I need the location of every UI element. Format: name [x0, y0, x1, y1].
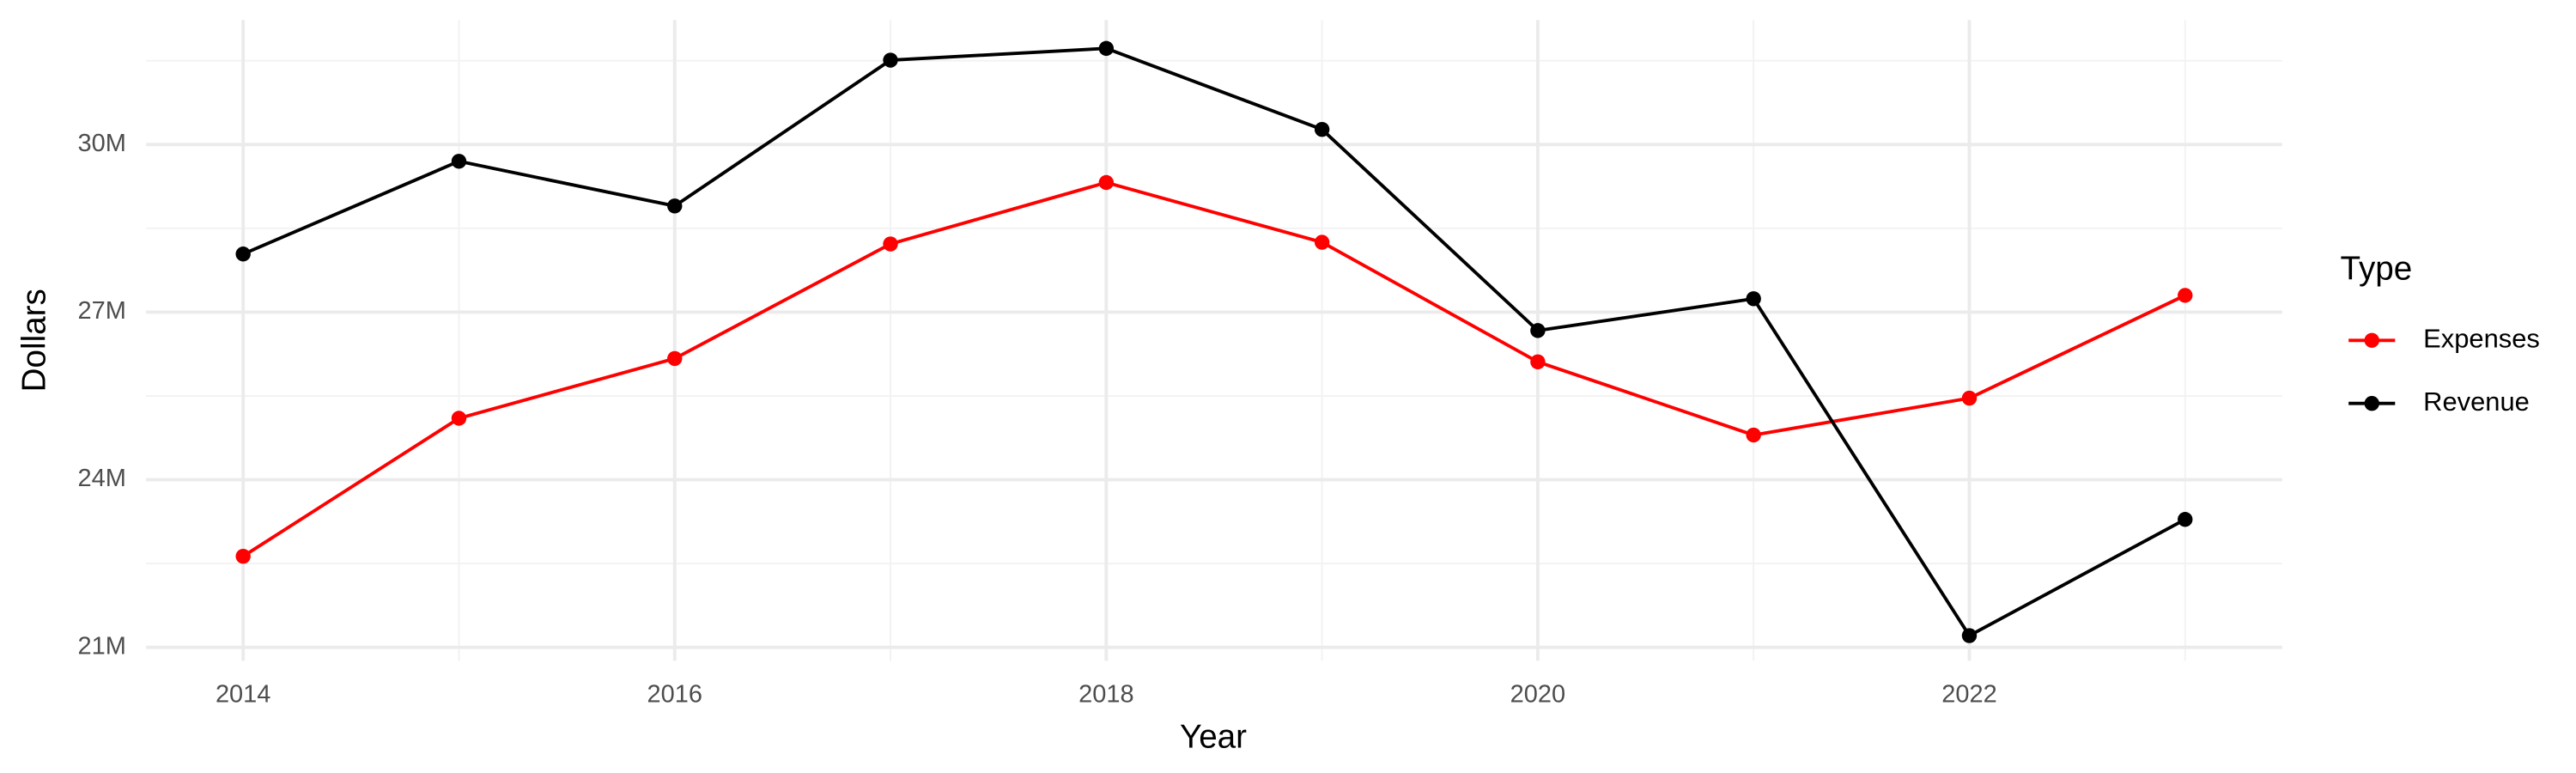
data-point — [235, 247, 251, 262]
data-point — [1961, 390, 1978, 406]
data-point — [235, 548, 251, 564]
x-tick-label: 2018 — [1078, 681, 1133, 709]
y-tick-label: 21M — [78, 632, 126, 660]
x-tick-label: 2020 — [1510, 681, 1565, 709]
data-point — [667, 350, 683, 367]
data-point — [2178, 512, 2193, 527]
data-point — [451, 411, 467, 426]
data-point — [667, 198, 683, 214]
data-point — [1314, 234, 1330, 250]
y-tick-label: 30M — [78, 130, 126, 157]
legend: Type Expenses Revenue — [2341, 250, 2540, 417]
y-tick-label: 27M — [78, 297, 126, 325]
legend-key-point — [2364, 332, 2379, 348]
grid — [146, 20, 2282, 661]
x-tick-label: 2022 — [1941, 681, 1996, 709]
data-point — [451, 154, 467, 169]
legend-label: Revenue — [2423, 386, 2530, 417]
data-point — [1098, 174, 1115, 191]
plot-area — [235, 40, 2193, 643]
series-line — [242, 180, 2186, 558]
data-point — [1314, 121, 1330, 137]
axes: 21M 24M 27M 30M 2014 2016 2018 2020 2022 — [78, 130, 1997, 709]
y-axis-title: Dollars — [16, 289, 53, 392]
data-point — [883, 52, 898, 68]
series-line — [242, 46, 2186, 638]
x-tick-label: 2016 — [647, 681, 702, 709]
legend-key-point — [2364, 396, 2379, 411]
legend-label: Expenses — [2423, 323, 2540, 353]
data-point — [1746, 291, 1761, 307]
y-tick-label: 24M — [78, 465, 126, 492]
data-point — [2178, 288, 2193, 303]
data-point — [1530, 354, 1546, 370]
legend-title: Type — [2341, 250, 2413, 287]
x-tick-label: 2014 — [216, 681, 270, 709]
data-point — [883, 236, 898, 252]
data-point — [1961, 628, 1978, 643]
data-point — [1746, 427, 1761, 443]
x-axis-title: Year — [1180, 718, 1247, 755]
data-point — [1530, 323, 1546, 338]
data-point — [1098, 40, 1115, 57]
